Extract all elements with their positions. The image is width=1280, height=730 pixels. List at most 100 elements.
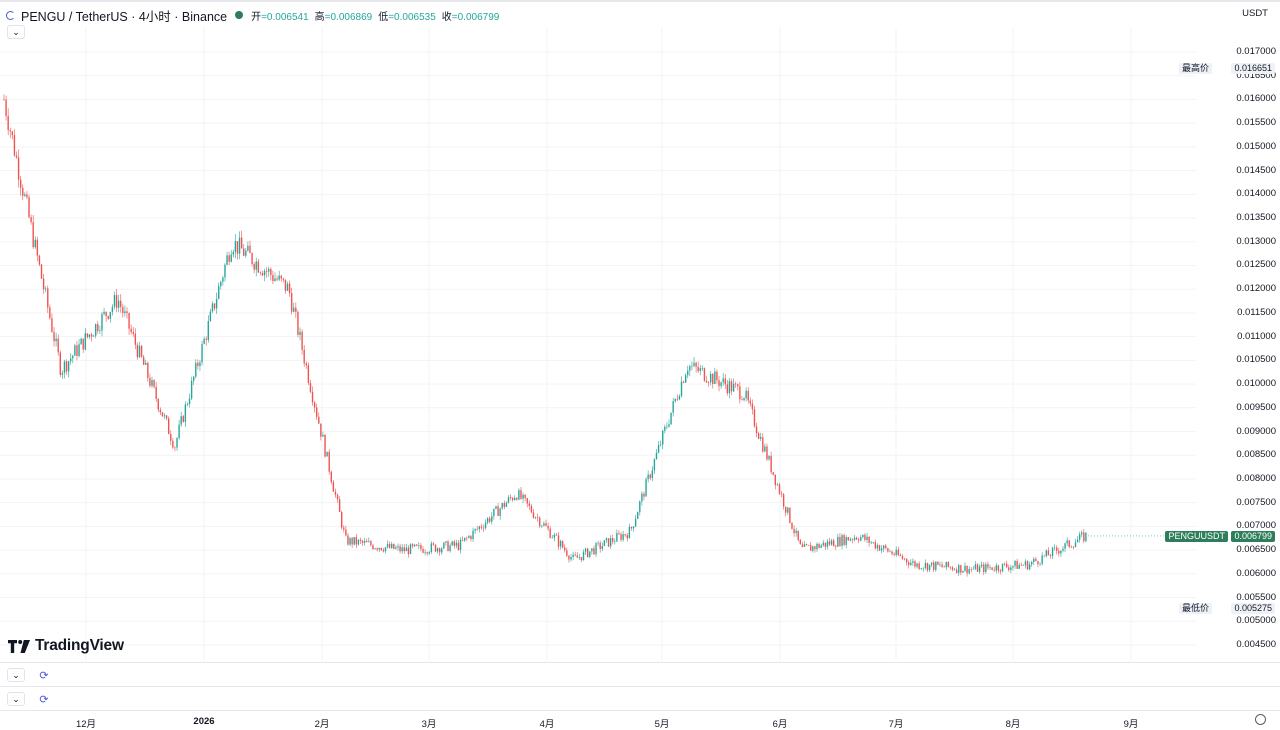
candle-body (243, 248, 245, 256)
settings-icon[interactable] (1255, 714, 1266, 725)
candle-body (716, 371, 718, 381)
candle-body (526, 498, 528, 504)
candle-body (82, 338, 84, 350)
candle-body (134, 333, 137, 345)
candle-body (872, 542, 874, 543)
candle-body (313, 402, 316, 408)
candle-body (393, 543, 395, 549)
candle-body (290, 293, 293, 312)
candle-body (22, 187, 24, 196)
candle-body (845, 537, 847, 545)
price-tick-label: 0.012000 (1236, 283, 1276, 295)
candle-body (805, 544, 808, 546)
candle-body (86, 333, 89, 337)
candle-body (324, 434, 326, 457)
candle-body (363, 541, 366, 543)
price-tick-label: 0.005000 (1236, 615, 1276, 627)
chevron-down-icon: ⌄ (12, 26, 20, 37)
pane-separator-2[interactable] (0, 686, 1280, 687)
candle-body (737, 384, 739, 387)
candle-body (416, 544, 418, 546)
candle-body (714, 371, 716, 385)
candle-body (1003, 563, 1006, 565)
candle-body (503, 503, 506, 507)
price-tick-label: 0.014000 (1236, 188, 1276, 200)
candle-body (409, 544, 412, 555)
candle-body (92, 335, 95, 337)
candle-body (657, 445, 660, 453)
candle-body (601, 545, 603, 549)
candle-body (880, 548, 883, 551)
candle-body (1081, 532, 1083, 535)
candle-body (822, 542, 824, 546)
candle-body (757, 433, 760, 439)
candle-body (655, 452, 658, 460)
candle-body (195, 362, 197, 377)
candle-body (478, 526, 480, 530)
symbol-title[interactable]: PENGU / TetherUS · 4小时 · Binance (21, 9, 228, 24)
price-tick-label: 0.017000 (1236, 46, 1276, 57)
candle-body (785, 506, 787, 513)
candle-body (674, 398, 676, 402)
candle-body (1062, 548, 1064, 551)
candle-body (589, 551, 591, 558)
candle-body (380, 547, 383, 551)
candle-body (172, 440, 174, 448)
candle-body (712, 374, 714, 385)
candle-body (637, 512, 639, 519)
price-tick-label: 0.016000 (1236, 93, 1276, 105)
candle-body (326, 451, 328, 457)
candle-body (299, 331, 301, 335)
price-tick-label: 0.005500 (1236, 591, 1276, 603)
candle-body (470, 536, 472, 539)
price-tick-label: 0.016500 (1236, 69, 1276, 81)
candle-body (1047, 550, 1050, 556)
candle-body (828, 541, 831, 545)
pane1-collapse-button[interactable]: ⌄ (7, 668, 25, 682)
candle-body (964, 565, 966, 571)
candle-body (547, 525, 549, 529)
tradingview-logo[interactable]: TradingView (8, 637, 124, 655)
candle-body (524, 494, 526, 499)
candle-body (336, 494, 339, 500)
candle-body (983, 564, 985, 572)
candle-body (820, 545, 822, 548)
candle-body (509, 497, 512, 499)
pane1-refresh-icon[interactable]: ⟳ (39, 669, 49, 682)
candle-body (707, 382, 710, 383)
pane2-refresh-icon[interactable]: ⟳ (39, 693, 49, 706)
candle-body (378, 547, 380, 550)
candle-body (261, 273, 264, 276)
candle-body (24, 194, 26, 196)
candle-body (203, 338, 205, 344)
candle-body (855, 537, 858, 540)
legend-collapse-button[interactable]: ⌄ (7, 25, 25, 39)
candle-body (138, 345, 141, 358)
candle-body (366, 541, 368, 543)
candle-body (772, 472, 774, 475)
candle-body (53, 332, 55, 342)
candle-body (507, 497, 510, 503)
candle-body (955, 569, 958, 573)
candle-body (551, 537, 553, 539)
candle-body (974, 564, 977, 569)
candle-body (580, 557, 583, 561)
candle-body (586, 548, 589, 558)
candle-body (320, 423, 322, 437)
candle-body (238, 237, 241, 254)
candle-body (960, 565, 962, 573)
candle-body (684, 375, 687, 383)
candle-body (174, 447, 176, 449)
candle-body (211, 303, 214, 312)
candle-body (966, 565, 968, 574)
pane2-collapse-button[interactable]: ⌄ (7, 692, 25, 706)
currency-selector[interactable]: USDT (1242, 8, 1268, 19)
candle-body (576, 555, 578, 558)
candle-body (115, 295, 118, 308)
candle-body (63, 361, 66, 373)
candle-body (1074, 542, 1077, 547)
candle-body (355, 537, 357, 545)
candle-body (315, 407, 318, 417)
pane-separator-1[interactable] (0, 662, 1280, 663)
